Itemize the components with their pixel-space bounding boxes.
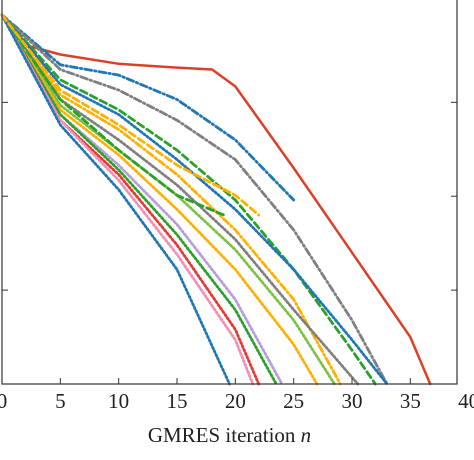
x-tick-label: 35 xyxy=(400,389,421,413)
series-line xyxy=(0,13,255,386)
series-line xyxy=(0,13,377,386)
x-tick-label: 30 xyxy=(342,389,363,413)
series-line xyxy=(0,13,226,217)
x-tick-label: 0 xyxy=(0,389,7,413)
x-axis-label: GMRES iteration n xyxy=(148,423,311,447)
series-line xyxy=(0,13,389,386)
plot-frame xyxy=(1,0,458,385)
x-tick-label: 15 xyxy=(167,389,188,413)
series-line xyxy=(0,13,319,386)
series-line xyxy=(0,13,432,386)
series-line xyxy=(0,13,389,386)
series-line xyxy=(0,13,342,386)
x-tick-label: 5 xyxy=(55,389,66,413)
series-line xyxy=(0,13,296,202)
x-label-variable: n xyxy=(301,423,312,447)
x-tick-label: 20 xyxy=(225,389,246,413)
series-line xyxy=(0,13,278,386)
x-tick-label: 10 xyxy=(108,389,129,413)
series-line xyxy=(0,13,231,386)
x-label-text: GMRES iteration xyxy=(148,423,296,447)
x-tick-label: 40 xyxy=(458,389,474,413)
x-tick-label: 25 xyxy=(283,389,304,413)
series-line xyxy=(0,13,261,217)
